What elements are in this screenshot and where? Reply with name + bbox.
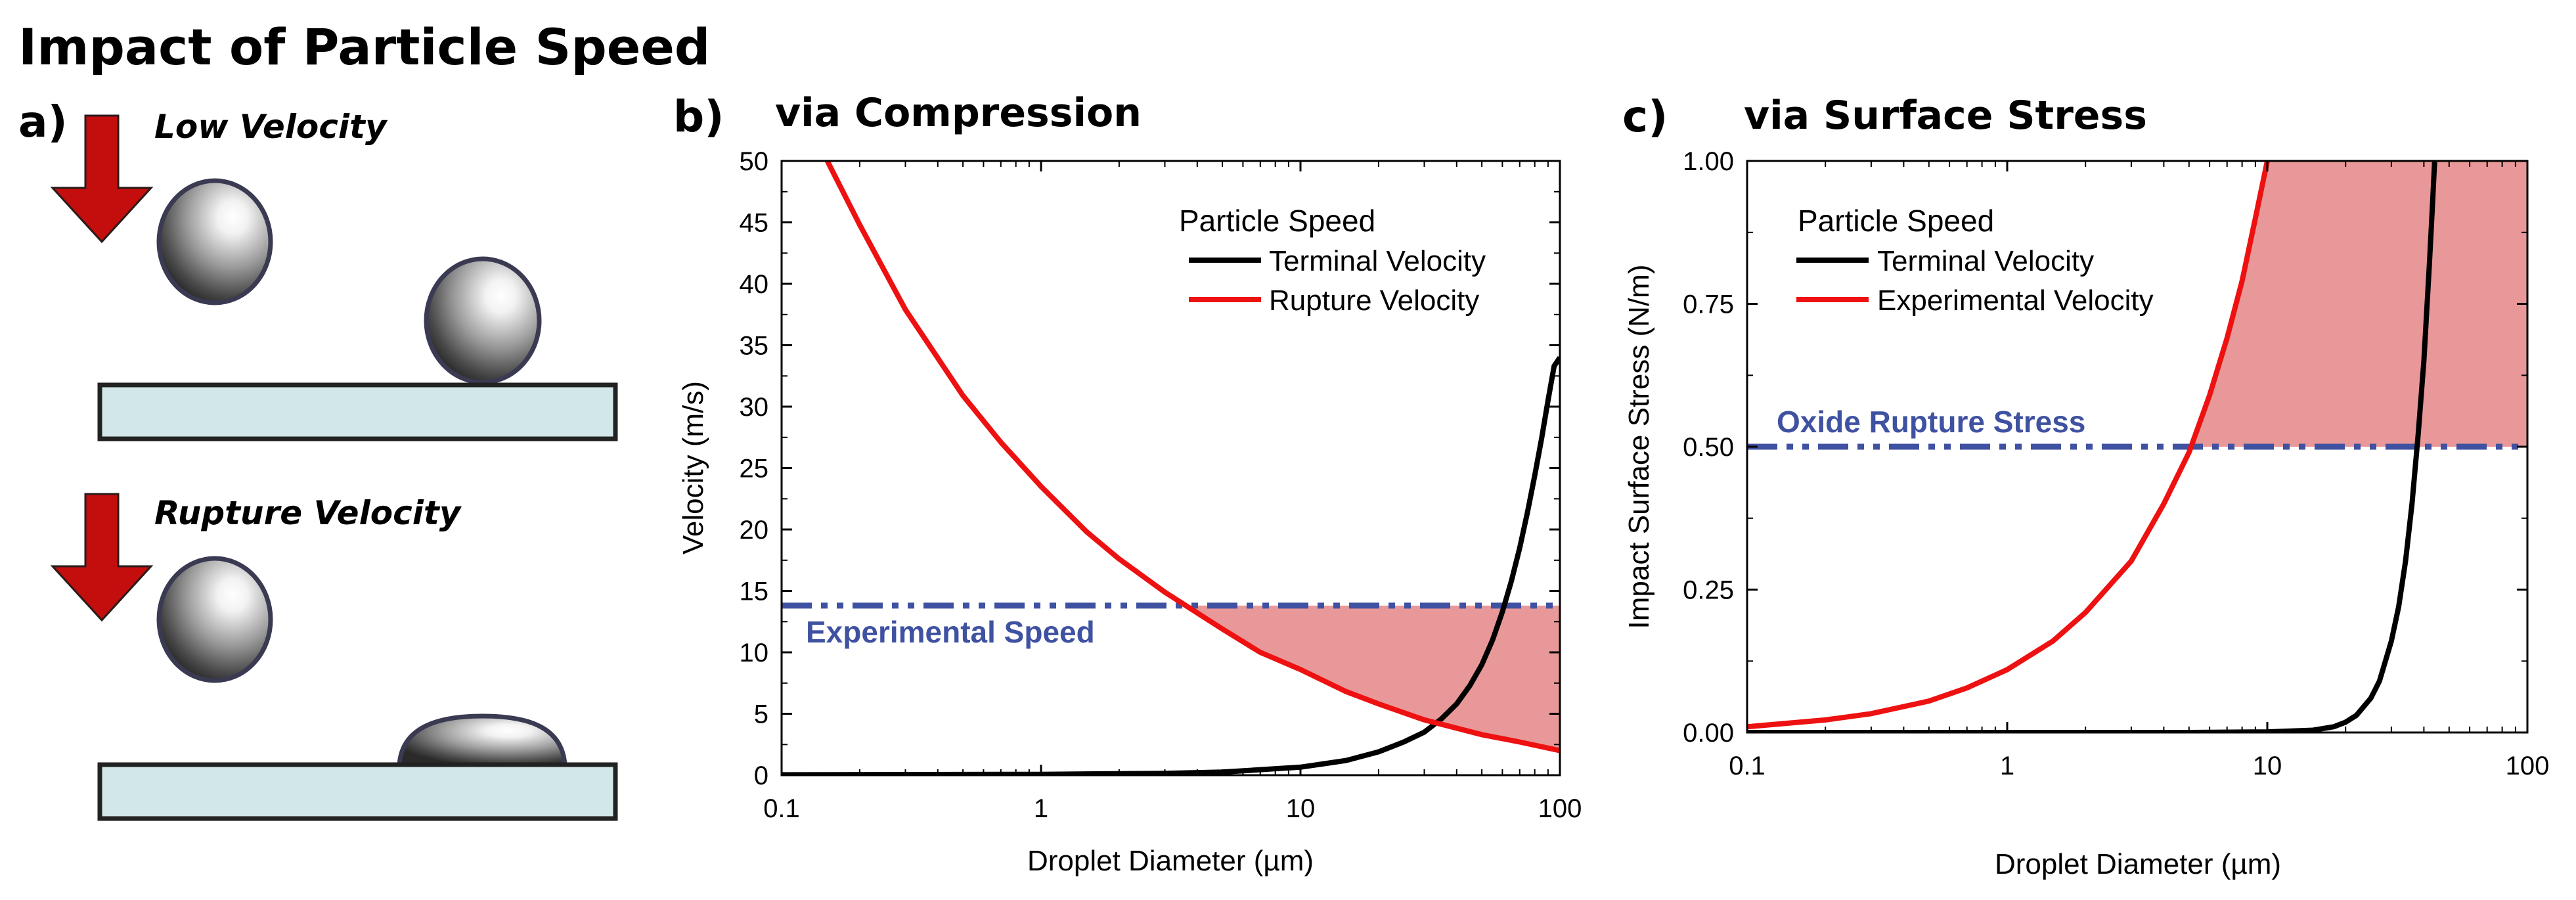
chart-c-x-ticks (1746, 161, 2529, 732)
legend-label-terminal-velocity: Terminal Velocity (1877, 245, 2094, 277)
chart-c-threshold-label: Oxide Rupture Stress (1777, 405, 2085, 439)
chart-b-y-ticks (782, 160, 1560, 776)
chart-b-y-axis-title: Velocity (m/s) (677, 381, 709, 554)
scenario-low-velocity-label: Low Velocity (154, 108, 388, 146)
chart-c-x-axis-title: Droplet Diameter (µm) (1995, 848, 2281, 880)
y-tick-label: 40 (740, 270, 769, 299)
y-tick-label: 0.25 (1683, 576, 1734, 605)
falling-droplet-icon (156, 178, 273, 305)
substrate-top (97, 382, 618, 441)
x-tick-label: 1 (2000, 752, 2014, 780)
y-tick-label: 0.50 (1683, 433, 1734, 462)
chart-b-x-axis-title: Droplet Diameter (µm) (1027, 845, 1314, 877)
y-tick-label: 10 (740, 639, 769, 667)
chart-b-terminal-velocity-line (782, 355, 1560, 775)
legend-label-terminal-velocity: Terminal Velocity (1269, 245, 1486, 277)
x-tick-label: 1 (1034, 794, 1048, 823)
panel-b-label: b) (673, 91, 724, 142)
panel-c: c) via Surface Stress Oxide Rupture Stre… (1622, 91, 2549, 880)
falling-droplet-icon (156, 556, 273, 683)
y-tick-label: 15 (740, 577, 769, 606)
down-arrow-icon (50, 114, 154, 244)
panel-c-label: c) (1622, 91, 1668, 142)
legend-label-rupture-velocity: Rupture Velocity (1269, 284, 1479, 317)
panel-a-label: a) (18, 97, 68, 147)
x-tick-label: 10 (2253, 752, 2282, 780)
x-tick-label: 0.1 (763, 794, 800, 823)
chart-b-legend-title: Particle Speed (1179, 204, 1375, 238)
chart-c-y-axis-title: Impact Surface Stress (N/m) (1623, 264, 1655, 629)
y-tick-label: 0 (754, 761, 768, 790)
chart-c-legend: Particle Speed Terminal Velocity Experim… (1796, 204, 2154, 317)
chart-c-y-tick-labels: 0.00 0.25 0.50 0.75 1.00 (1683, 147, 1734, 748)
x-tick-label: 10 (1286, 794, 1316, 823)
chart-b-rupture-velocity-line (825, 161, 1560, 754)
x-tick-label: 0.1 (1729, 752, 1765, 780)
y-tick-label: 45 (740, 209, 769, 238)
chart-c-legend-title: Particle Speed (1798, 204, 1994, 238)
chart-c-x-tick-labels: 0.1 1 10 100 (1729, 752, 2549, 780)
panel-b: b) via Compression Experimental Speed 0.… (673, 90, 1582, 877)
x-tick-label: 100 (2506, 752, 2550, 780)
y-tick-label: 5 (754, 700, 768, 729)
figure-title: Impact of Particle Speed (18, 18, 710, 76)
resting-droplet-icon (424, 256, 542, 385)
chart-b-x-ticks (780, 161, 1561, 775)
x-tick-label: 100 (1538, 794, 1582, 823)
scenario-rupture-velocity-label: Rupture Velocity (154, 494, 462, 532)
y-tick-label: 25 (740, 455, 769, 484)
y-tick-label: 35 (740, 332, 769, 361)
y-tick-label: 30 (740, 393, 769, 422)
chart-c-title: via Surface Stress (1744, 93, 2147, 139)
y-tick-label: 1.00 (1683, 147, 1734, 176)
y-tick-label: 50 (740, 147, 769, 176)
chart-b-threshold-label: Experimental Speed (806, 615, 1095, 649)
flattened-droplet-icon (397, 713, 567, 767)
chart-b-y-tick-labels: 0 5 10 15 20 25 30 35 40 45 50 (740, 147, 769, 790)
chart-c-experimental-velocity-line (1747, 161, 2270, 730)
chart-c-y-ticks (1747, 160, 2527, 734)
chart-b-fill-region (1186, 605, 1560, 751)
chart-b-x-tick-labels: 0.1 1 10 100 (763, 794, 1582, 823)
chart-c-fill-region (2190, 161, 2527, 447)
chart-b-title: via Compression (775, 90, 1142, 136)
y-tick-label: 0.00 (1683, 719, 1734, 748)
panel-a: a) Low Velocity Rupture Velocity (18, 97, 618, 821)
down-arrow-icon (50, 493, 154, 622)
chart-b-legend: Particle Speed Terminal Velocity Rupture… (1179, 204, 1486, 317)
y-tick-label: 20 (740, 516, 769, 545)
legend-label-experimental-velocity: Experimental Velocity (1877, 284, 2154, 317)
y-tick-label: 0.75 (1683, 290, 1734, 319)
substrate-bottom (97, 762, 618, 821)
